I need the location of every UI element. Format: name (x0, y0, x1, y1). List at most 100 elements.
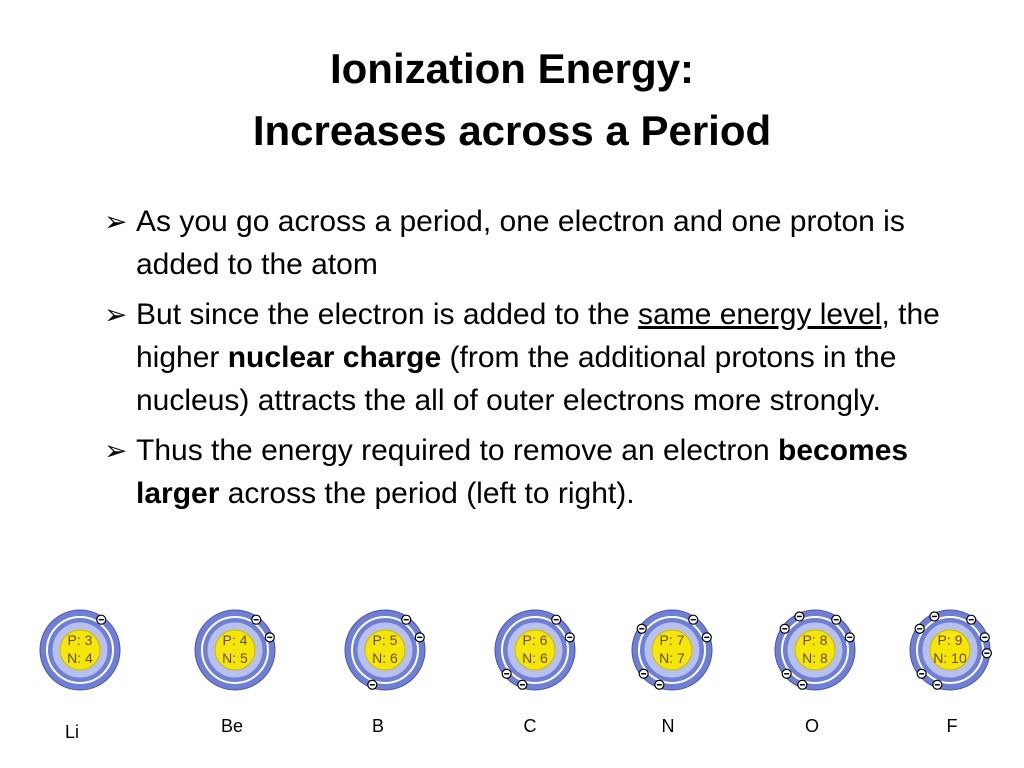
electron-icon (501, 668, 512, 679)
title-line-1: Ionization Energy: (329, 45, 694, 92)
neutron-count: N: 10 (933, 650, 967, 666)
proton-count: P: 4 (222, 632, 248, 648)
element-symbol-label: O (804, 716, 819, 736)
slide-title: Ionization Energy: Increases across a Pe… (0, 38, 1024, 162)
electron-icon (251, 614, 262, 625)
bullet-list: ➢ As you go across a period, one electro… (104, 200, 954, 522)
electron-icon (401, 614, 412, 625)
arrowhead-bullet-icon: ➢ (104, 299, 128, 330)
atom-li: P: 3 N: 4 (30, 600, 130, 700)
bullet-item: ➢ As you go across a period, one electro… (104, 200, 954, 286)
neutron-count: N: 4 (67, 650, 93, 666)
nucleus-label: P: 8 N: 8 (795, 631, 835, 667)
electron-icon (638, 668, 649, 679)
atom-model-graphic (774, 609, 856, 691)
proton-count: P: 7 (659, 632, 685, 648)
electron-icon (966, 614, 977, 625)
electron-icon (551, 614, 562, 625)
bullet-text: As you go across a period, one electron … (136, 205, 905, 281)
electron-icon (831, 614, 842, 625)
nucleus-label: P: 4 N: 5 (215, 631, 255, 667)
electron-icon (688, 614, 699, 625)
proton-count: P: 3 (67, 632, 93, 648)
element-symbol-label: N (661, 716, 675, 736)
bullet-text: Thus the energy required to remove an el… (136, 434, 779, 467)
nucleus (929, 629, 971, 671)
nucleus-label: P: 9 N: 10 (930, 631, 970, 667)
nucleus (514, 629, 556, 671)
proton-count: P: 8 (802, 632, 828, 648)
title-line-2: Increases across a Period (252, 107, 772, 154)
bullet-text: across the period (left to right). (219, 477, 635, 510)
electron-icon (701, 632, 712, 643)
electron-icon (779, 623, 790, 634)
neutron-count: N: 5 (222, 650, 248, 666)
electron-icon (794, 611, 805, 622)
outer-orbit (46, 616, 114, 684)
nucleus-label: P: 7 N: 7 (652, 631, 692, 667)
element-symbol-label: C (523, 716, 537, 736)
outer-orbit (638, 616, 706, 684)
element-symbol-label: Be (220, 716, 244, 736)
bold-text: nuclear charge (227, 341, 442, 374)
electron-icon (654, 679, 665, 690)
atom-be: P: 4 N: 5 (185, 600, 285, 700)
electron-icon (844, 632, 855, 643)
outer-orbit (501, 616, 569, 684)
atom-model-graphic (39, 609, 121, 691)
bullet-item: ➢ Thus the energy required to remove an … (104, 429, 954, 515)
outer-orbit (781, 616, 849, 684)
electron-icon (564, 632, 575, 643)
electron-icon (781, 668, 792, 679)
bullet-item: ➢ But since the electron is added to the… (104, 293, 954, 422)
atom-c: P: 6 N: 6 (485, 600, 585, 700)
neutron-count: N: 6 (372, 650, 398, 666)
bullet-text: , the higher (136, 298, 940, 374)
neutron-count: N: 6 (522, 650, 548, 666)
atom-model-graphic (494, 609, 576, 691)
electron-icon (914, 623, 925, 634)
element-symbol-label: B (371, 716, 384, 736)
atom-f: P: 9 N: 10 (900, 600, 1000, 700)
arrowhead-bullet-icon: ➢ (104, 435, 128, 466)
atom-model-graphic (344, 609, 426, 691)
underlined-text: same energy level (638, 298, 882, 331)
nucleus-label: P: 5 N: 6 (365, 631, 405, 667)
proton-count: P: 9 (937, 632, 963, 648)
electron-icon (636, 623, 647, 634)
atom-model-graphic (194, 609, 276, 691)
bold-text: becomes larger (136, 434, 909, 510)
electron-icon (932, 679, 943, 690)
element-symbol-label: F (946, 716, 958, 736)
atom-o: P: 8 N: 8 (765, 600, 865, 700)
electron-icon (96, 614, 107, 625)
electron-icon (916, 668, 927, 679)
atom-model-graphic (631, 609, 713, 691)
bullet-text: But since the electron is added to the (136, 298, 638, 331)
nucleus (364, 629, 406, 671)
outer-orbit (201, 616, 269, 684)
outer-orbit (351, 616, 419, 684)
atom-diagram-row: P: 3 N: 4 Li P: 4 N: 5 Be P: 5 N: 6 B P: 6 N: 6 C P:… (0, 600, 1024, 750)
element-symbol-label: Li (64, 722, 79, 742)
neutron-count: N: 7 (659, 650, 685, 666)
electron-icon (264, 632, 275, 643)
proton-count: P: 5 (372, 632, 398, 648)
nucleus (214, 629, 256, 671)
arrowhead-bullet-icon: ➢ (104, 206, 128, 237)
atom-model-graphic (909, 609, 992, 691)
proton-count: P: 6 (522, 632, 548, 648)
electron-icon (517, 679, 528, 690)
atom-n: P: 7 N: 7 (622, 600, 722, 700)
electron-icon (367, 679, 378, 690)
electron-icon (929, 611, 940, 622)
atom-b: P: 5 N: 6 (335, 600, 435, 700)
nucleus-label: P: 6 N: 6 (515, 631, 555, 667)
electron-icon (979, 632, 990, 643)
nucleus (794, 629, 836, 671)
nucleus-label: P: 3 N: 4 (60, 631, 100, 667)
nucleus (59, 629, 101, 671)
electron-icon (981, 648, 992, 659)
neutron-count: N: 8 (802, 650, 828, 666)
nucleus (651, 629, 693, 671)
